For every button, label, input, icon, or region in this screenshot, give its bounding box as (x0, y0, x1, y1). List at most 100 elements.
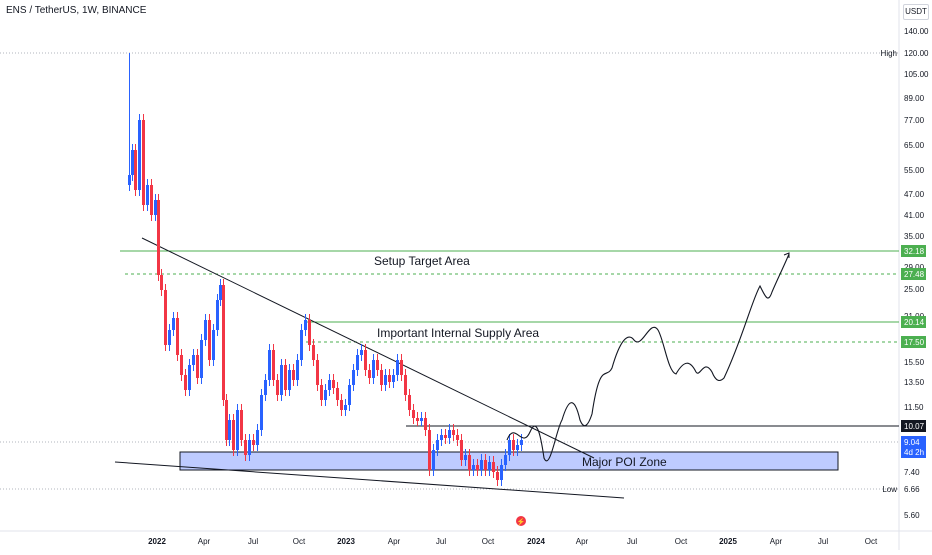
time-tick-label: Jul (627, 537, 637, 546)
price-tick-label: 11.50 (904, 403, 924, 412)
time-tick-label: Oct (293, 537, 306, 546)
candle-down (332, 380, 335, 388)
target-badge (901, 245, 926, 257)
resistance-badge-text: 10.07 (904, 422, 925, 431)
candle-up (192, 355, 195, 365)
candle-down (244, 440, 247, 455)
candle-up (392, 375, 395, 382)
time-tick-label: 2022 (148, 537, 166, 546)
candle-down (408, 395, 411, 410)
candle-up (212, 330, 215, 360)
target-badge-text: 32.18 (904, 247, 925, 256)
descending-trendline[interactable] (141, 237, 595, 459)
poi-label: Major POI Zone (582, 455, 667, 469)
countdown-text: 4d 2h (904, 448, 924, 457)
candle-down (340, 400, 343, 410)
price-tick-label: 140.00 (904, 27, 929, 36)
price-tick-label: 15.50 (904, 358, 925, 367)
candle-down (364, 350, 367, 370)
candle-up (248, 440, 251, 455)
candle-down (150, 185, 153, 215)
upper-dashed-badge (901, 268, 926, 280)
low-price: 6.66 (904, 485, 920, 494)
candle-up (344, 405, 347, 410)
projection-path (506, 253, 790, 462)
supply-badge (901, 316, 926, 328)
candle-down (476, 465, 479, 470)
candle-up (516, 445, 519, 450)
candle-up (324, 390, 327, 400)
price-tick-label: 13.50 (904, 378, 925, 387)
event-icon-glyph: ⚡ (517, 517, 526, 526)
candle-up (168, 330, 171, 345)
candle-up (146, 185, 149, 205)
candle-up (464, 455, 467, 460)
supply-label: Important Internal Supply Area (377, 326, 539, 340)
price-tick-label: 77.00 (904, 116, 925, 125)
candle-down (416, 418, 419, 421)
candle-down (240, 410, 243, 440)
price-tick-label: 41.00 (904, 211, 925, 220)
chart-title: ENS / TetherUS, 1W, BINANCE (6, 5, 147, 16)
candle-up (384, 375, 387, 385)
candle-up (204, 320, 207, 340)
time-tick-label: Apr (576, 537, 589, 546)
candle-down (252, 440, 255, 445)
candle-up (172, 318, 175, 330)
price-tick-label: 47.00 (904, 190, 925, 199)
price-tick-label: 89.00 (904, 94, 925, 103)
candle-down (468, 455, 471, 470)
price-tick-label: 65.00 (904, 141, 925, 150)
candle-down (492, 462, 495, 472)
price-tick-label: 7.40 (904, 468, 920, 477)
candle-down (225, 400, 228, 440)
candle-up (228, 420, 231, 440)
candle-up (396, 360, 399, 375)
time-tick-label: Jul (436, 537, 446, 546)
candle-up (348, 385, 351, 405)
time-tick-label: Oct (482, 537, 495, 546)
current-price-badge (901, 436, 926, 458)
time-tick-label: 2023 (337, 537, 355, 546)
candle-up (508, 440, 511, 455)
candle-up (131, 150, 134, 175)
event-icon[interactable] (516, 516, 526, 526)
candle-down (484, 460, 487, 470)
candle-down (428, 430, 431, 470)
candle-up (440, 435, 443, 440)
current-price-text: 9.04 (904, 438, 920, 447)
high-price: 120.00 (904, 49, 929, 58)
candle-down (284, 365, 287, 390)
candle-down (176, 318, 179, 355)
candle-up (296, 360, 299, 380)
candle-down (232, 420, 235, 450)
candle-up (352, 370, 355, 385)
candle-up (260, 395, 263, 430)
time-tick-label: Jul (248, 537, 258, 546)
candle-down (184, 375, 187, 390)
price-tick-label: 5.60 (904, 511, 920, 520)
candle-up (448, 430, 451, 438)
candle-down (424, 418, 427, 430)
candle-up (264, 380, 267, 395)
candle-down (496, 472, 499, 480)
time-tick-label: Jul (818, 537, 828, 546)
candle-down (208, 320, 211, 360)
setup-target-label: Setup Target Area (374, 254, 470, 268)
candle-up (360, 350, 363, 355)
support-trendline[interactable] (114, 461, 625, 499)
candle-down (452, 430, 455, 435)
candle-up (280, 365, 283, 395)
currency-button[interactable]: USDT (903, 4, 929, 20)
candle-down (308, 320, 311, 345)
candle-down (157, 200, 160, 275)
candles-group (128, 53, 523, 486)
candle-down (404, 375, 407, 395)
price-tick-label: 55.00 (904, 166, 925, 175)
time-tick-label: Oct (675, 537, 688, 546)
candle-up (138, 120, 141, 190)
projection-arrow-icon (783, 252, 790, 258)
time-axis: 2022 Apr Jul Oct 2023 Apr Jul Oct 2024 Apr Jul Oct 2… (148, 537, 878, 546)
candle-up (420, 418, 423, 421)
